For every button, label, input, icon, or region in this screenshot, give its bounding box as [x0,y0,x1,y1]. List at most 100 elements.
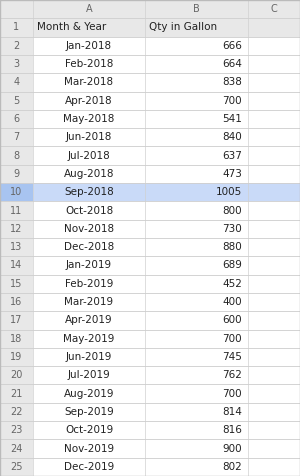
Bar [248,366,300,385]
Bar [33,165,145,183]
Bar [145,275,248,293]
Bar [33,439,145,458]
Bar [145,238,248,256]
Bar [0,73,33,91]
Text: 816: 816 [222,425,242,435]
Bar [0,256,33,275]
Text: 23: 23 [10,425,23,435]
Bar [0,275,33,293]
Bar [248,439,300,458]
Text: 840: 840 [222,132,242,142]
Text: 14: 14 [11,260,22,270]
Bar [248,275,300,293]
Text: Nov-2019: Nov-2019 [64,444,114,454]
Text: 473: 473 [222,169,242,179]
Bar [145,73,248,91]
Bar [145,183,248,201]
Bar [33,110,145,128]
Text: 900: 900 [222,444,242,454]
Text: 800: 800 [222,206,242,216]
Bar [33,18,145,37]
Bar [33,0,145,18]
Bar [0,458,33,476]
Bar [33,147,145,165]
Bar [145,165,248,183]
Text: Mar-2019: Mar-2019 [64,297,114,307]
Text: May-2018: May-2018 [63,114,115,124]
Bar [0,147,33,165]
Text: 452: 452 [222,279,242,289]
Bar [248,183,300,201]
Text: 6: 6 [14,114,20,124]
Text: Oct-2018: Oct-2018 [65,206,113,216]
Text: Qty in Gallon: Qty in Gallon [149,22,217,32]
Text: Jul-2018: Jul-2018 [68,150,110,160]
Bar [248,110,300,128]
Text: 4: 4 [14,78,20,88]
Bar [145,329,248,348]
Bar [145,201,248,220]
Bar [33,311,145,329]
Bar [0,293,33,311]
Text: 5: 5 [14,96,20,106]
Bar [0,18,33,37]
Bar [0,128,33,147]
Bar [248,348,300,366]
Text: 1005: 1005 [216,187,242,197]
Text: 25: 25 [10,462,23,472]
Bar [33,73,145,91]
Bar [248,220,300,238]
Bar [0,329,33,348]
Bar [0,37,33,55]
Bar [145,366,248,385]
Text: 802: 802 [222,462,242,472]
Text: Sep-2019: Sep-2019 [64,407,114,417]
Text: Aug-2019: Aug-2019 [64,388,114,398]
Text: 838: 838 [222,78,242,88]
Bar [248,458,300,476]
Bar [33,329,145,348]
Bar [0,439,33,458]
Bar [145,385,248,403]
Bar [33,366,145,385]
Bar [0,403,33,421]
Bar [248,256,300,275]
Bar [145,293,248,311]
Bar [248,311,300,329]
Text: Nov-2018: Nov-2018 [64,224,114,234]
Text: A: A [86,4,92,14]
Text: 13: 13 [11,242,22,252]
Bar [248,91,300,110]
Text: Sep-2018: Sep-2018 [64,187,114,197]
Text: Jun-2018: Jun-2018 [66,132,112,142]
Text: 19: 19 [11,352,22,362]
Bar [145,220,248,238]
Text: 814: 814 [222,407,242,417]
Bar [0,201,33,220]
Text: 541: 541 [222,114,242,124]
Bar [145,0,248,18]
Bar [33,201,145,220]
Bar [0,421,33,439]
Bar [248,403,300,421]
Bar [0,110,33,128]
Bar [33,403,145,421]
Bar [33,421,145,439]
Bar [33,293,145,311]
Text: 600: 600 [222,316,242,326]
Bar [145,18,248,37]
Text: Jan-2019: Jan-2019 [66,260,112,270]
Text: Jan-2018: Jan-2018 [66,41,112,51]
Bar [145,110,248,128]
Text: 22: 22 [10,407,23,417]
Text: 700: 700 [222,388,242,398]
Text: Mar-2018: Mar-2018 [64,78,114,88]
Text: 18: 18 [11,334,22,344]
Text: 16: 16 [11,297,22,307]
Text: Feb-2018: Feb-2018 [65,59,113,69]
Text: C: C [271,4,278,14]
Bar [33,458,145,476]
Text: 21: 21 [10,388,23,398]
Bar [248,421,300,439]
Text: 730: 730 [222,224,242,234]
